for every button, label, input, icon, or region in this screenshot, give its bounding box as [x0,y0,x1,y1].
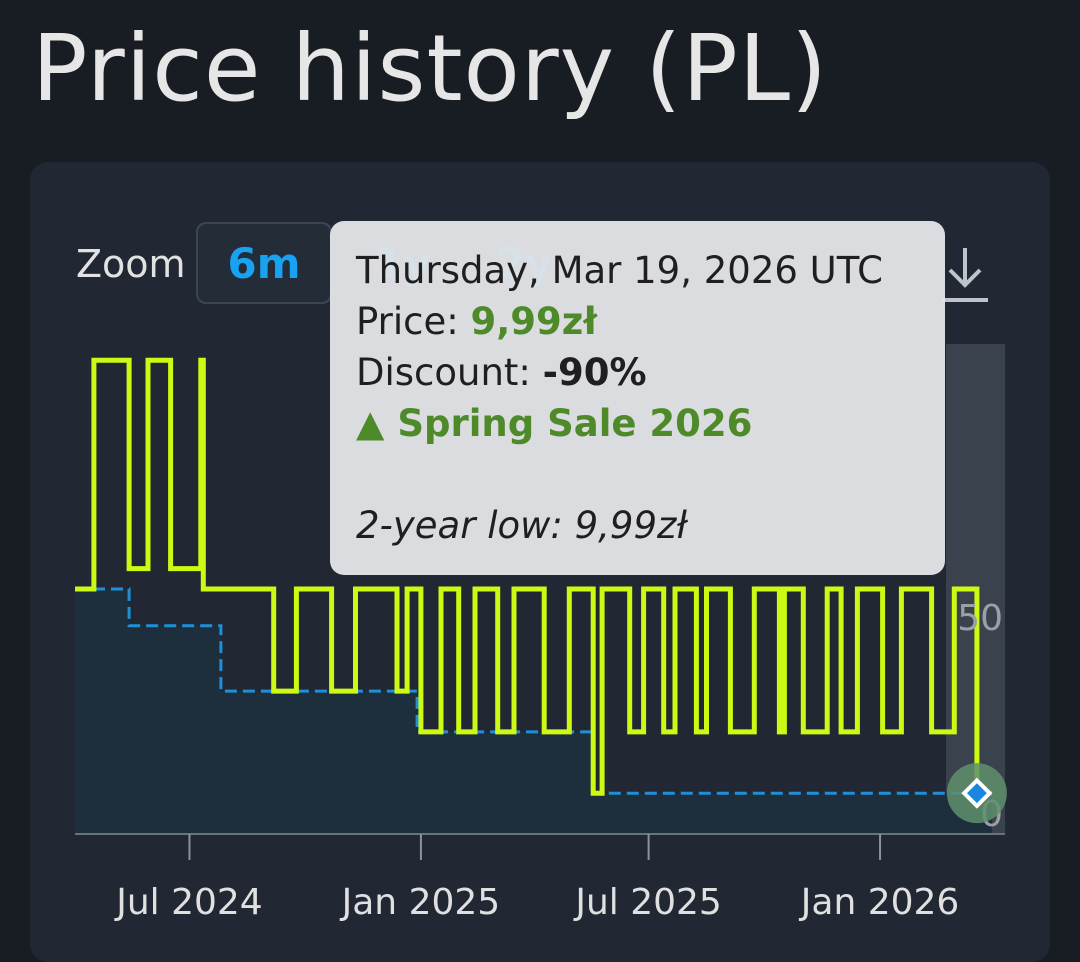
tooltip-event-row: ▲ Spring Sale 2026 [356,398,945,449]
page-title: Price history (PL) [32,15,828,122]
tooltip-event: Spring Sale 2026 [397,402,753,445]
tooltip-discount-row: Discount: -90% [356,347,945,398]
x-axis-ticks: Jul 2024 Jan 2025 Jul 2025 Jan 2026 [114,834,959,923]
x-tick-label: Jan 2026 [799,882,960,923]
tooltip-low-value: 9,99zł [574,504,688,547]
tooltip-low-row: 2-year low: 9,99zł [356,500,945,551]
zoom-label: Zoom [76,242,186,286]
x-tick-label: Jan 2025 [340,882,501,923]
tooltip-discount-value: -90% [542,351,647,394]
download-icon[interactable] [940,240,990,306]
price-area [75,589,992,834]
price-series-line [75,357,992,796]
triangle-up-icon: ▲ [356,402,385,445]
x-tick-label: Jul 2024 [114,882,263,923]
zoom-6m-button[interactable]: 6m [196,222,332,304]
highlight-marker[interactable] [961,777,993,809]
tooltip-low-label: 2-year low: [356,504,563,547]
tooltip-discount-label: Discount: [356,351,531,394]
price-tooltip: Thursday, Mar 19, 2026 UTC Price: 9,99zł… [330,221,945,575]
y-tick-label: 50 [957,598,1003,639]
tooltip-price-row: Price: 9,99zł [356,296,945,347]
x-tick-label: Jul 2025 [573,882,722,923]
tooltip-date: Thursday, Mar 19, 2026 UTC [356,249,884,292]
tooltip-price-value: 9,99zł [470,300,598,343]
tooltip-price-label: Price: [356,300,459,343]
